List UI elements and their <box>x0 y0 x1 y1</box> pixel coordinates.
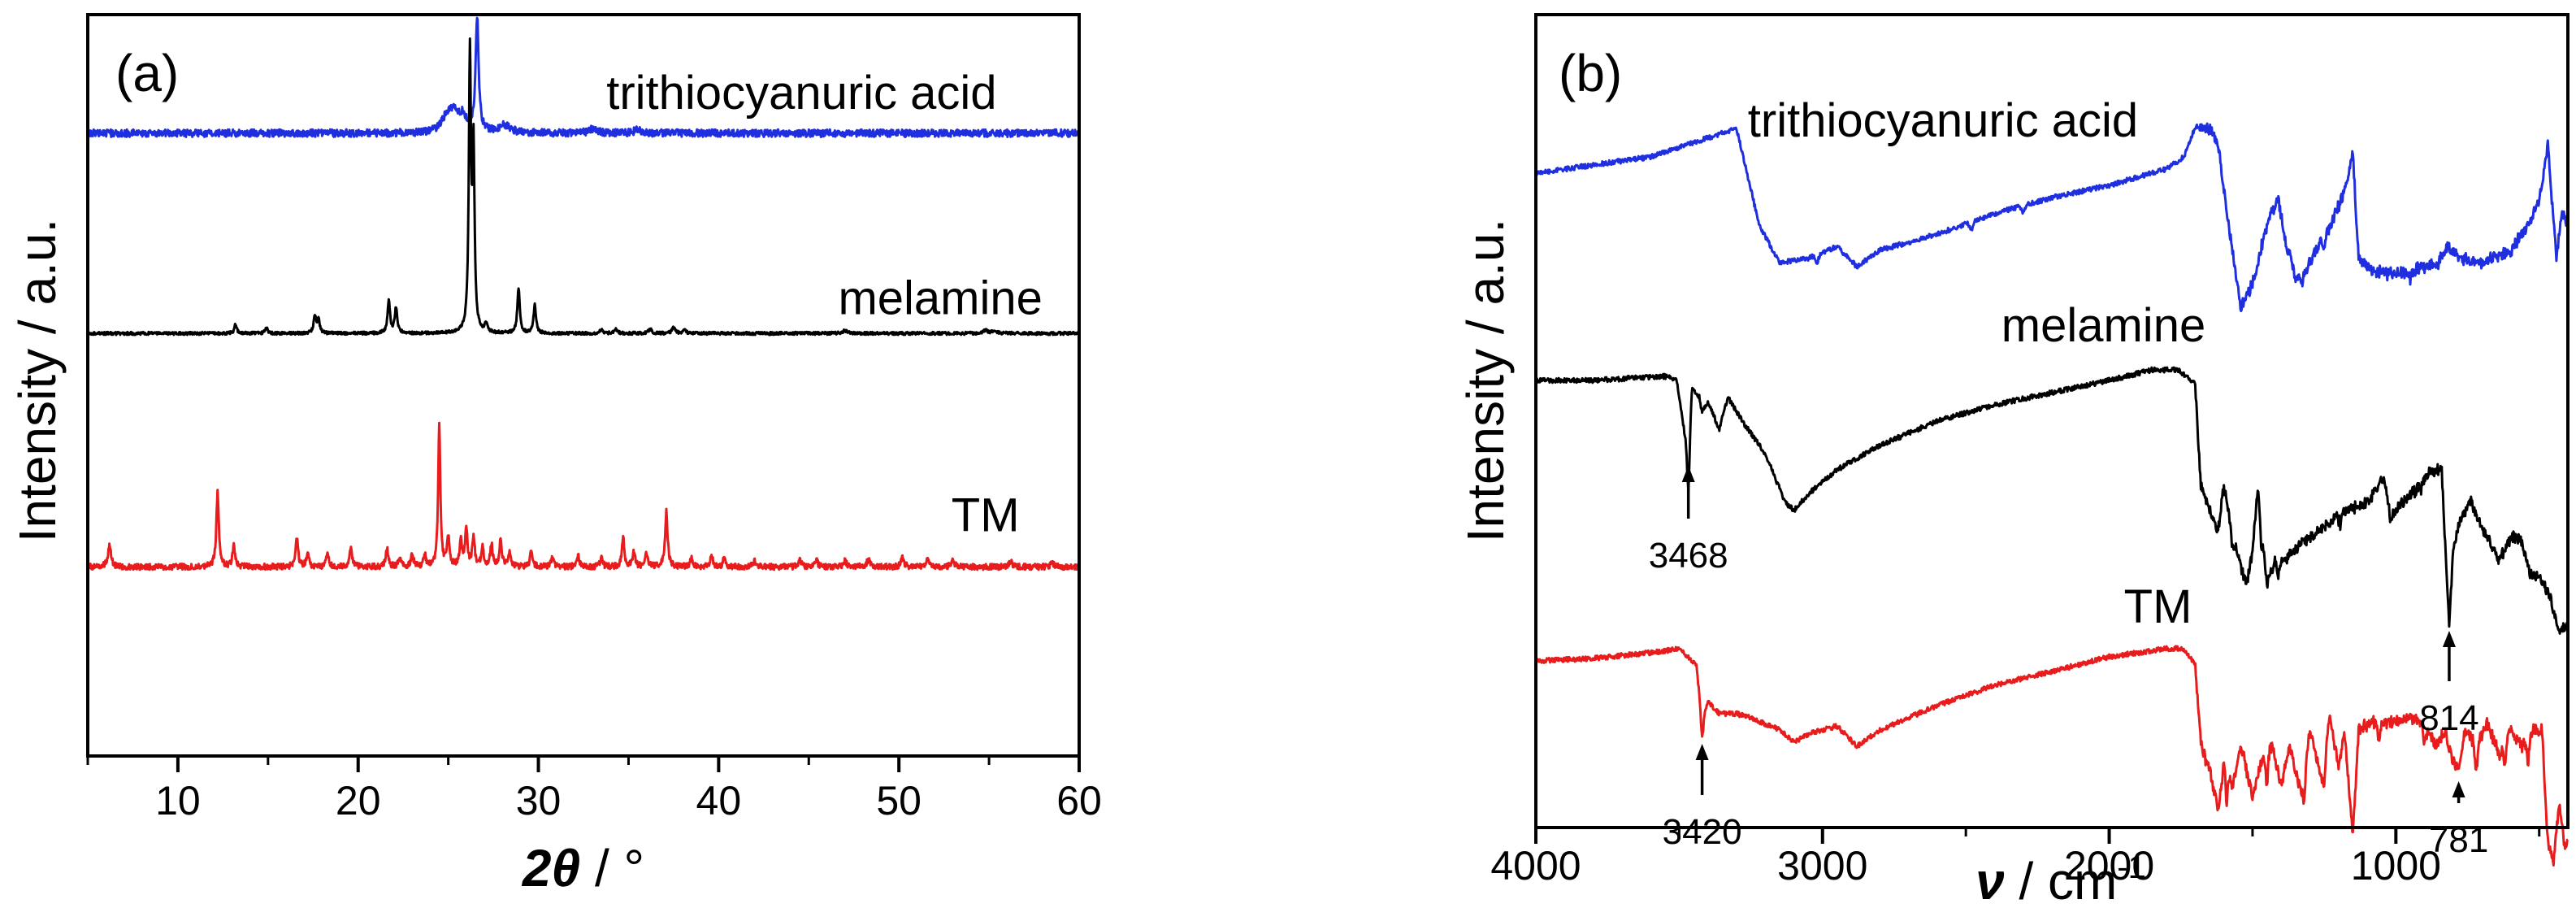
panel-a-series-labels: trithiocyanuric acid melamine TM <box>606 67 1043 542</box>
annotation-arrow-head <box>2452 781 2465 797</box>
panel-b-xlabel-superscript: -1 <box>2117 849 2146 885</box>
annotation-arrow-head <box>2442 631 2456 647</box>
x-tick-label: 1000 <box>2351 843 2441 888</box>
series-label-melamine: melamine <box>2001 299 2205 352</box>
x-tick-label: 60 <box>1056 778 1102 823</box>
peak-annotation-3420: 3420 <box>1663 744 1742 852</box>
panel-b-xlabel: ν / cm-1 <box>1975 849 2146 908</box>
panel-a-xrd-chart: Intensity / a.u. trithiocyanuric acid me… <box>8 13 1102 897</box>
x-tick-label: 4000 <box>1490 843 1581 888</box>
panel-b-peak-annotations: 3468 814 3420 781 <box>1649 466 2488 860</box>
panel-a-xlabel: 2θ / ° <box>522 839 644 897</box>
panel-b-series-labels: trithiocyanuric acid melamine TM <box>1748 94 2205 633</box>
series-line-trithiocyanuric-acid <box>1534 122 2569 313</box>
series-line-melamine <box>86 37 1081 337</box>
annotation-arrow-head <box>1681 466 1695 482</box>
panel-a-ylabel: Intensity / a.u. <box>8 219 67 542</box>
panel-b-x-tick-labels: 4000 3000 2000 1000 <box>1490 843 2441 888</box>
x-tick-label: 3000 <box>1777 843 1867 888</box>
peak-annotation-3468: 3468 <box>1649 466 1728 576</box>
panel-b-xlabel-symbol: ν <box>1975 852 2005 908</box>
panel-a-xlabel-unit: / ° <box>580 839 644 897</box>
series-label-trithiocyanuric-acid: trithiocyanuric acid <box>1748 94 2138 147</box>
series-line-tm <box>1534 645 2569 867</box>
series-label-trithiocyanuric-acid: trithiocyanuric acid <box>606 67 996 119</box>
x-tick-label: 20 <box>336 778 381 823</box>
panel-a-xlabel-symbol: 2θ <box>522 839 580 897</box>
peak-annotation-label: 3468 <box>1649 536 1728 576</box>
panel-b-ylabel: Intensity / a.u. <box>1456 219 1515 542</box>
panel-a-x-tick-labels: 10 20 30 40 50 60 <box>155 778 1102 823</box>
x-tick-label: 2000 <box>2064 843 2154 888</box>
series-label-tm: TM <box>2124 580 2192 633</box>
x-tick-label: 50 <box>876 778 922 823</box>
panel-b-ftir-chart: Intensity / a.u. trithiocyanuric acid me… <box>1456 13 2569 908</box>
panel-b-xlabel-unit: / cm <box>2005 852 2118 908</box>
peak-annotation-label: 814 <box>2419 698 2478 738</box>
series-line-melamine <box>1534 366 2569 635</box>
panel-b-traces <box>1534 122 2569 867</box>
series-label-melamine: melamine <box>838 272 1042 324</box>
peak-annotation-814: 814 <box>2419 631 2479 738</box>
panel-a-label: (a) <box>115 44 179 102</box>
series-line-trithiocyanuric-acid <box>86 16 1081 138</box>
panel-b-x-ticks <box>1534 828 2541 844</box>
series-line-tm <box>86 421 1081 571</box>
annotation-arrow-head <box>1695 744 1709 760</box>
x-tick-label: 30 <box>516 778 562 823</box>
x-tick-label: 40 <box>696 778 742 823</box>
panel-a-x-ticks <box>86 756 1081 772</box>
panel-a-traces <box>86 16 1081 571</box>
panel-b-plot-frame <box>1534 13 2569 829</box>
series-label-tm: TM <box>952 489 1020 542</box>
panel-a-plot-frame <box>86 13 1081 758</box>
panel-b-label: (b) <box>1559 44 1622 102</box>
peak-annotation-label: 3420 <box>1663 812 1742 852</box>
x-tick-label: 10 <box>155 778 201 823</box>
